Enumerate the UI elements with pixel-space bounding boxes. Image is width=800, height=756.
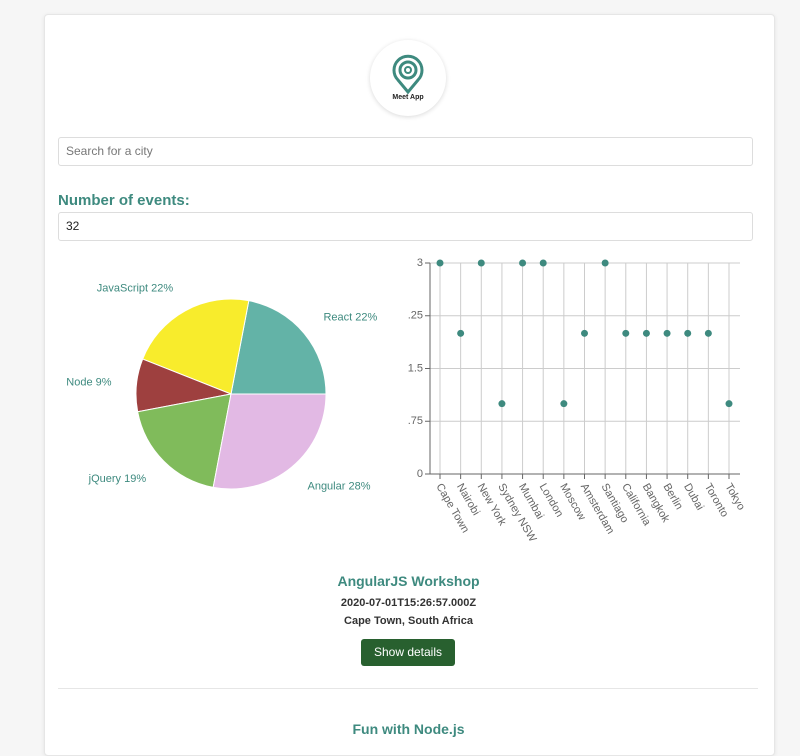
point <box>684 329 692 337</box>
event-title: Fun with Node.js <box>352 721 465 737</box>
divider <box>58 688 758 689</box>
event-location: Cape Town, South Africa <box>344 615 473 627</box>
pie-label: JavaScript 22% <box>97 283 174 295</box>
events-label: Number of events: <box>58 192 190 209</box>
pie-label: Angular 28% <box>307 480 370 492</box>
logo-text: Meet App <box>392 94 424 101</box>
pie-slice <box>137 393 232 488</box>
point <box>519 259 527 267</box>
search-input[interactable]: Search for a city <box>58 137 753 166</box>
charts: React 22% JavaScript 22% Node 9% jQuery 19%… <box>66 257 747 545</box>
point <box>457 329 465 337</box>
pie-slice <box>212 393 327 490</box>
y-tick-label: 0 <box>417 468 423 480</box>
point <box>704 329 712 337</box>
pie-slice <box>142 298 250 395</box>
page: Meet App Search for a city Number of eve… <box>44 14 775 756</box>
point <box>498 400 506 408</box>
details-button[interactable]: Show details <box>361 639 455 666</box>
y-tick-label: 3 <box>417 257 423 269</box>
logo-icon <box>392 54 424 95</box>
events-input[interactable]: 32 <box>58 212 753 241</box>
point <box>601 259 609 267</box>
pie-label: Node 9% <box>66 377 111 389</box>
logo: Meet App <box>370 40 446 116</box>
pie-label: jQuery 19% <box>88 473 147 485</box>
point <box>663 329 671 337</box>
point <box>436 259 444 267</box>
pie-label: React 22% <box>323 311 377 323</box>
point <box>560 400 568 408</box>
event-title: AngularJS Workshop <box>337 573 480 589</box>
y-tick-label: .25 <box>408 310 423 322</box>
point <box>477 259 485 267</box>
pie-slice <box>230 300 327 395</box>
y-tick-label: .75 <box>408 415 423 427</box>
event-date: 2020-07-01T15:26:57.000Z <box>340 597 477 609</box>
point <box>581 329 588 337</box>
point <box>642 329 650 337</box>
point <box>539 259 547 267</box>
point <box>622 329 630 337</box>
point <box>725 400 733 408</box>
y-tick-label: 1.5 <box>408 362 423 374</box>
